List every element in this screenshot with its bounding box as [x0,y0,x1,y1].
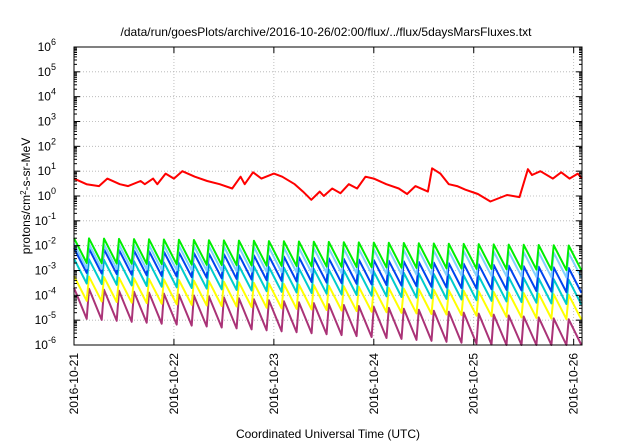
y-axis-label-sup: 2 [19,190,28,195]
y-tick-exp: 1 [51,161,56,171]
y-tick-exp: -4 [48,285,56,295]
x-tick-label: 2016-10-23 [267,353,281,415]
y-tick-label: 101 [38,161,56,178]
y-tick-exp: 3 [51,112,56,122]
y-tick-label: 106 [38,37,56,54]
y-tick-base: 10 [38,40,52,54]
y-tick-base: 10 [38,90,52,104]
series-line [73,258,583,306]
y-tick-label: 103 [38,112,56,129]
series-layer [73,167,583,346]
y-tick-base: 10 [35,288,49,302]
y-tick-base: 10 [38,164,52,178]
y-tick-label: 105 [38,62,56,79]
y-tick-label: 10-4 [35,285,56,302]
y-tick-base: 10 [38,65,52,79]
y-tick-label: 10-3 [35,261,56,278]
y-tick-label: 100 [38,186,56,203]
series-line [73,287,583,346]
y-tick-base: 10 [35,313,49,327]
y-tick-label: 10-5 [35,310,56,327]
x-tick-label: 2016-10-26 [567,353,581,415]
y-tick-exp: 2 [51,136,56,146]
y-tick-exp: -6 [48,335,56,345]
series-line [73,275,583,321]
y-tick-label: 104 [38,87,56,104]
y-tick-base: 10 [38,189,52,203]
x-tick-label: 2016-10-24 [367,353,381,415]
y-tick-label: 10-1 [35,211,56,228]
series-line [73,167,583,203]
chart-title: /data/run/goesPlots/archive/2016-10-26/0… [121,25,533,39]
y-tick-base: 10 [35,264,49,278]
y-tick-base: 10 [35,214,49,228]
y-tick-exp: -1 [48,211,56,221]
y-tick-exp: 6 [51,37,56,47]
y-axis-label-main: protons/cm [19,195,33,254]
y-axis: 10-610-510-410-310-210-11001011021031041… [35,37,582,352]
y-axis-label: protons/cm2-s-sr-MeV [19,138,34,254]
x-tick-label: 2016-10-21 [67,353,81,415]
y-tick-label: 10-6 [35,335,56,352]
y-tick-label: 102 [38,136,56,153]
x-axis: 2016-10-21 2016-10-22 2016-10-23 2016-10-24… [67,47,581,414]
y-tick-exp: -2 [48,236,56,246]
y-tick-base: 10 [38,139,52,153]
series-line [73,237,583,272]
y-axis-label-rest: -s-sr-MeV [19,138,33,191]
y-tick-base: 10 [35,338,49,352]
y-tick-exp: -3 [48,261,56,271]
y-tick-label: 10-2 [35,236,56,253]
y-tick-exp: -5 [48,310,56,320]
x-tick-label: 2016-10-22 [167,353,181,415]
y-tick-base: 10 [38,115,52,129]
y-tick-exp: 0 [51,186,56,196]
y-tick-base: 10 [35,239,49,253]
y-tick-exp: 5 [51,62,56,72]
x-axis-label: Coordinated Universal Time (UTC) [236,427,420,441]
x-tick-label: 2016-10-25 [467,353,481,415]
y-tick-exp: 4 [51,87,56,97]
